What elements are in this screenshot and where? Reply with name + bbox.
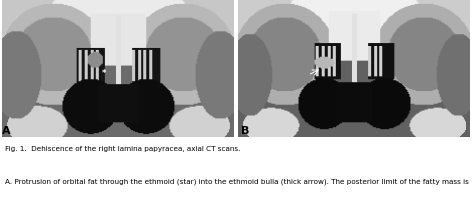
Text: A. Protrusion of orbital fat through the ethmoid (star) into the ethmoid bulla (: A. Protrusion of orbital fat through the… xyxy=(5,178,469,185)
Text: A: A xyxy=(2,126,11,136)
Text: B: B xyxy=(241,126,249,136)
Text: *: * xyxy=(102,69,106,78)
Text: Fig. 1.  Dehiscence of the right lamina papyracea, axial CT scans.: Fig. 1. Dehiscence of the right lamina p… xyxy=(5,146,240,152)
